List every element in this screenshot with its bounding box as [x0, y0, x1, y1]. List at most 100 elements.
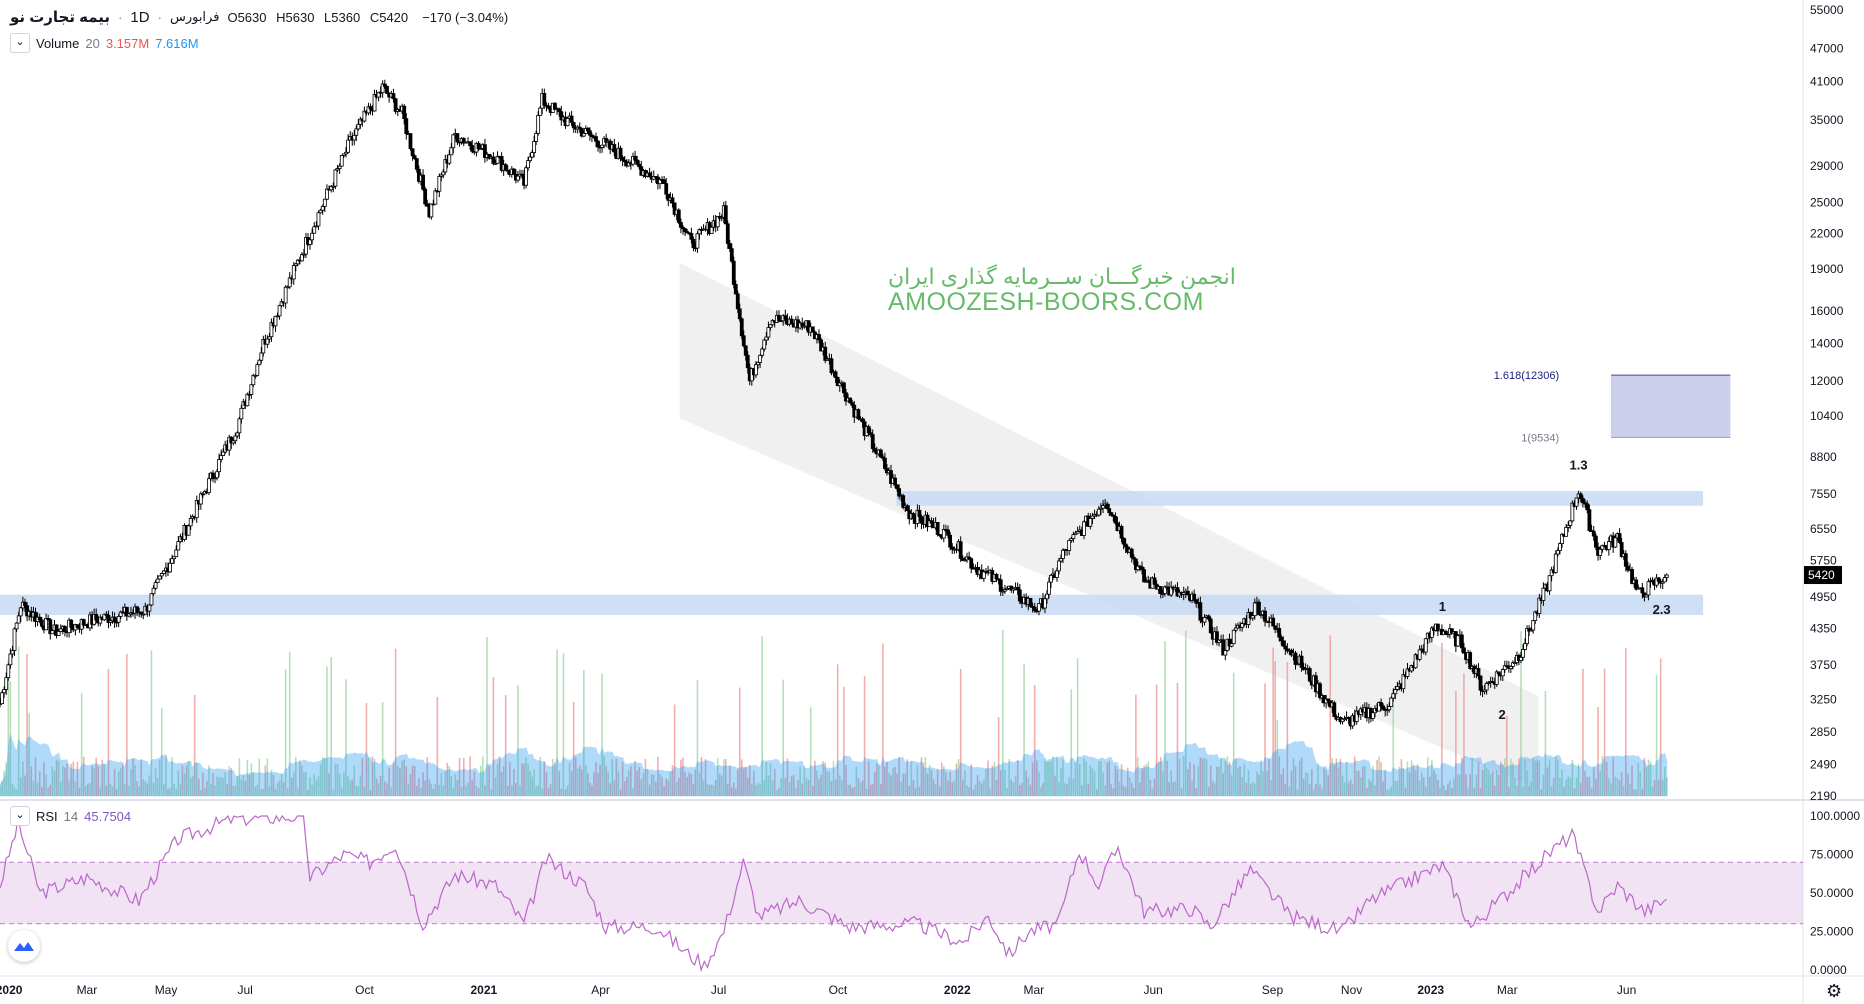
candle-body: [0, 692, 4, 705]
volume-label[interactable]: Volume: [36, 35, 80, 51]
volume-bar: [1062, 759, 1064, 796]
volume-bar: [1666, 777, 1668, 796]
candle-body: [231, 440, 236, 444]
volume-bar: [1151, 788, 1154, 796]
close-value: 5420: [379, 9, 409, 25]
volume-bar: [1050, 761, 1052, 796]
volume-bar: [3, 770, 5, 796]
candle-body: [725, 223, 730, 244]
volume-bar: [7, 659, 10, 796]
candle-body: [1277, 628, 1282, 638]
volume-bar: [173, 783, 175, 796]
volume-bar: [359, 775, 362, 796]
volume-bar: [345, 679, 347, 796]
volume-bar: [801, 783, 804, 796]
candle-body: [461, 138, 466, 144]
tradingview-logo-icon[interactable]: [8, 930, 40, 962]
candle-body: [58, 628, 63, 632]
volume-bar: [755, 784, 757, 796]
candle-body: [186, 525, 191, 536]
volume-bar: [621, 762, 624, 796]
volume-bar: [875, 763, 878, 796]
volume-bar: [978, 780, 981, 796]
candle-body: [159, 573, 164, 577]
volume-bar: [1485, 767, 1488, 796]
candle-body: [233, 435, 238, 442]
candle-body: [1409, 665, 1414, 672]
candle-body: [362, 110, 367, 122]
volume-bar: [450, 776, 453, 796]
collapse-chevron-icon[interactable]: ⌄: [10, 806, 30, 826]
candle-body: [441, 171, 446, 176]
volume-bar: [765, 762, 768, 796]
volume-bar: [1195, 787, 1198, 796]
price-tick-label: 25000: [1810, 195, 1844, 209]
support-resistance-zone: [896, 491, 1704, 506]
symbol-name[interactable]: بیمه تجارت نو: [10, 9, 111, 26]
candle-body: [1233, 627, 1238, 631]
volume-bar: [970, 764, 973, 796]
volume-bar: [195, 762, 198, 796]
volume-bar: [918, 786, 921, 796]
volume-value: 3.157M: [105, 35, 150, 51]
volume-bar: [1054, 775, 1056, 796]
volume-bar: [945, 772, 947, 796]
candle-body: [341, 153, 346, 156]
candle-body: [1160, 593, 1165, 595]
candle-body: [1512, 662, 1517, 664]
volume-bar: [1046, 761, 1048, 796]
volume-bar: [843, 686, 845, 796]
candle-body: [1206, 615, 1211, 620]
volume-bar: [467, 782, 469, 796]
candle-body: [106, 614, 111, 623]
volume-bar: [959, 668, 962, 796]
volume-bar: [880, 783, 882, 796]
volume-bar: [309, 777, 311, 796]
volume-bar: [1258, 774, 1260, 796]
collapse-chevron-icon[interactable]: ⌄: [10, 33, 30, 53]
volume-bar: [1364, 765, 1366, 796]
volume-bar: [726, 784, 729, 796]
volume-bar: [1384, 770, 1386, 796]
volume-bar: [1561, 769, 1563, 796]
volume-bar: [603, 756, 605, 796]
candle-body: [1494, 671, 1499, 685]
volume-bar: [307, 789, 309, 796]
settings-gear-icon[interactable]: ⚙: [1826, 981, 1843, 1001]
candle-body: [1662, 577, 1667, 583]
volume-bar: [28, 712, 30, 796]
volume-bar: [818, 779, 820, 796]
time-tick-label: Oct: [355, 983, 374, 997]
open-value: 5630: [237, 9, 267, 25]
candle-body: [433, 190, 438, 205]
volume-bar: [1262, 771, 1264, 796]
volume-bar: [1270, 780, 1272, 796]
volume-bar: [252, 771, 255, 796]
candle-body: [612, 144, 617, 153]
volume-bar: [1216, 766, 1218, 796]
volume-bar: [607, 772, 609, 796]
volume-bar: [1153, 778, 1156, 796]
candle-body: [927, 520, 932, 528]
volume-bar: [1497, 775, 1500, 796]
candle-body: [946, 529, 950, 536]
candle-body: [455, 133, 460, 143]
candle-body: [1484, 682, 1489, 691]
volume-bar: [386, 783, 388, 796]
volume-bar: [1104, 785, 1106, 796]
candle-body: [354, 128, 359, 136]
rsi-label[interactable]: RSI: [36, 808, 58, 824]
timeframe-label[interactable]: 1D: [130, 8, 150, 26]
candle-body: [685, 231, 690, 234]
candle-body: [895, 484, 900, 490]
candle-body: [372, 94, 377, 112]
volume-bar: [1429, 776, 1431, 796]
volume-bar: [900, 781, 902, 796]
volume-bar: [863, 675, 866, 796]
candle-body: [1045, 593, 1049, 600]
volume-bar: [506, 785, 509, 796]
candle-body: [764, 336, 769, 341]
volume-bar: [1072, 778, 1075, 796]
volume-bar: [865, 788, 868, 796]
